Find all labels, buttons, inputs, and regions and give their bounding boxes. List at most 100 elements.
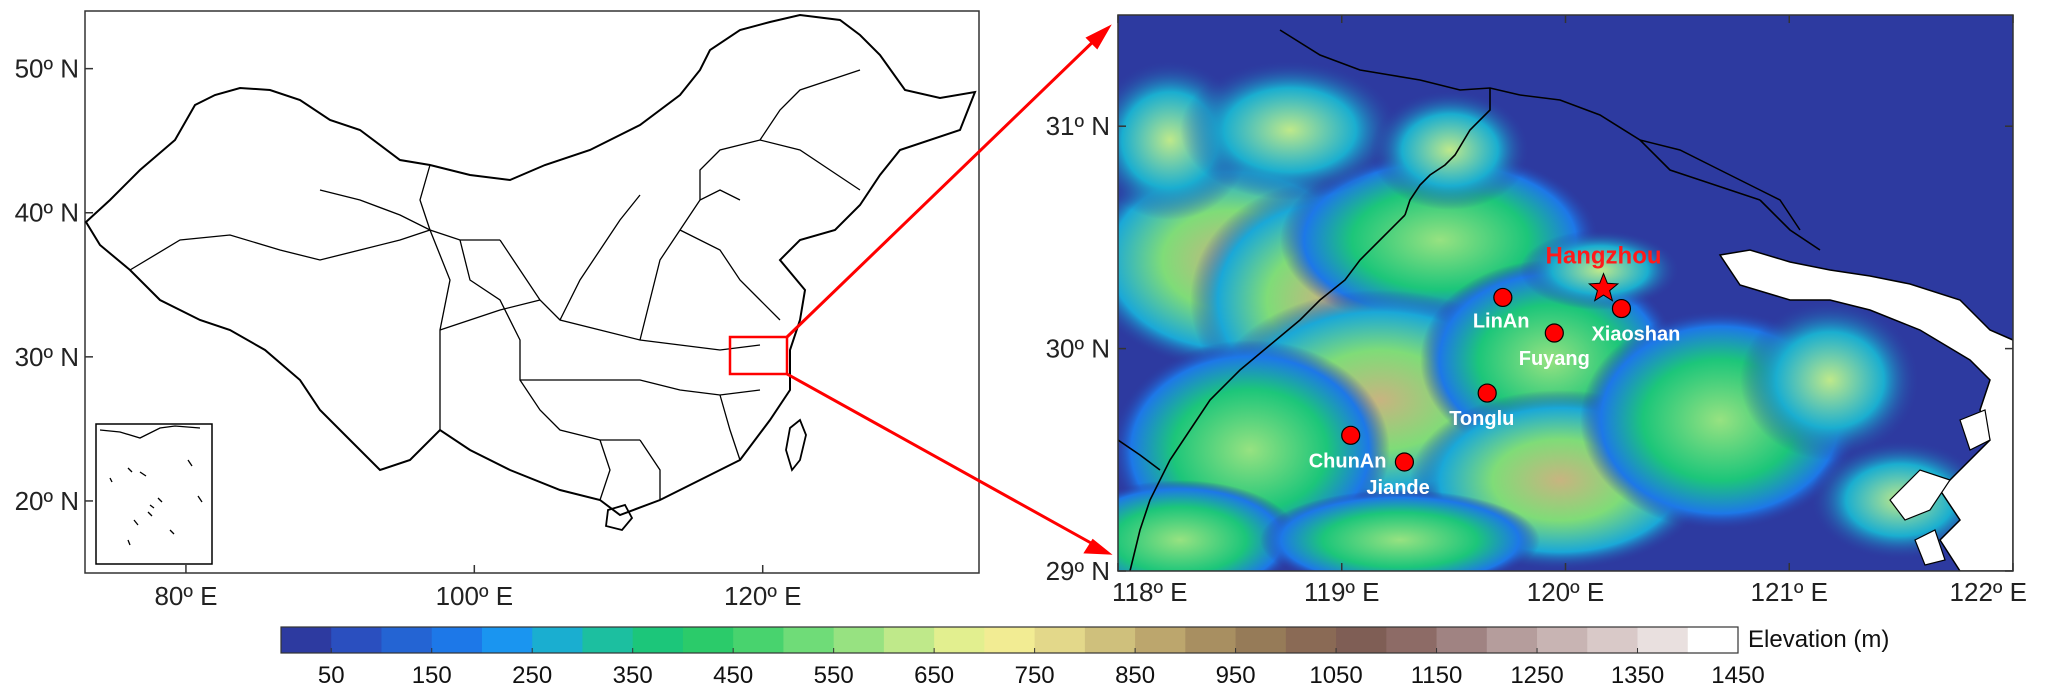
zoom-arrow-bottom — [786, 372, 1101, 550]
colorbar-swatch — [281, 627, 332, 653]
sea — [1718, 249, 2013, 571]
colorbar-tick-label: 650 — [914, 662, 954, 687]
colorbar-frame — [280, 626, 1739, 654]
zoom-arrowhead-bottom — [1083, 538, 1113, 555]
colorbar-swatch — [833, 627, 885, 653]
colorbar-swatch — [1034, 627, 1086, 653]
left-lon-tick-label: 100º E — [436, 581, 513, 611]
colorbar-swatch — [481, 627, 533, 653]
left-lon-tick-label: 120º E — [724, 581, 801, 611]
colorbar-swatch — [431, 627, 483, 653]
left-lon-tick-label: 80º E — [154, 581, 217, 611]
colorbar-swatch — [783, 627, 835, 653]
station-marker — [1611, 298, 1632, 319]
right-lon-tick-label: 120º E — [1527, 577, 1604, 607]
colorbar-tick-label: 50 — [318, 662, 345, 687]
left-map: 50º N 40º N 30º N 20º N 80º E 100º E 120º E — [15, 10, 980, 611]
left-map-frame — [84, 10, 980, 574]
taiwan-island — [785, 418, 807, 472]
colorbar-swatch — [582, 627, 634, 653]
colorbar-swatch — [532, 627, 583, 653]
elevation-raster — [1118, 15, 2013, 571]
north-coast — [1639, 139, 1801, 231]
colorbar-tick-label: 950 — [1216, 662, 1256, 687]
colorbar-swatch — [883, 627, 935, 653]
colorbar-swatch — [1587, 627, 1639, 653]
left-lat-tick-label: 40º N — [15, 198, 79, 228]
colorbar-swatch — [1084, 627, 1136, 653]
right-lat-tick-label: 31º N — [1046, 111, 1110, 141]
colorbar-tick-label: 250 — [512, 662, 552, 687]
colorbar-tick-label: 1450 — [1711, 662, 1764, 687]
china-outline — [84, 13, 977, 517]
south-china-sea-inset — [95, 423, 213, 565]
left-lat-tick-label: 30º N — [15, 342, 79, 372]
colorbar-swatch — [1285, 627, 1337, 653]
colorbar-swatch — [1336, 627, 1387, 653]
offshore-islands — [1889, 409, 1991, 566]
station-marker — [1394, 452, 1415, 472]
colorbar-tick-label: 450 — [713, 662, 753, 687]
station-label: ChunAn — [1309, 450, 1387, 472]
colorbar: 50 150 250 350 450 550 650 750 850 950 1050 1150 125… — [280, 626, 1765, 687]
right-lon-tick-label: 121º E — [1751, 577, 1828, 607]
province-boundaries — [1118, 29, 1821, 571]
colorbar-tick-label: 1250 — [1510, 662, 1563, 687]
colorbar-swatch — [1687, 627, 1739, 653]
colorbar-tick-label: 750 — [1015, 662, 1055, 687]
colorbar-swatch — [1185, 627, 1237, 653]
station-marker — [1477, 383, 1497, 403]
left-lat-tick-label: 20º N — [15, 486, 79, 516]
colorbar-swatch — [682, 627, 734, 653]
station-label: LinAn — [1473, 310, 1530, 332]
colorbar-swatch — [331, 627, 382, 653]
colorbar-tick-label: 1050 — [1309, 662, 1362, 687]
right-lon-tick-label: 122º E — [1950, 577, 2027, 607]
zoom-arrowhead-top — [1085, 24, 1112, 50]
colorbar-swatch — [1637, 627, 1689, 653]
capital-star-marker — [1588, 272, 1620, 302]
hainan-island — [605, 503, 634, 532]
station-label: Fuyang — [1519, 348, 1590, 370]
right-lon-tick-label: 118º E — [1112, 577, 1188, 607]
zoom-arrows — [785, 24, 1113, 555]
station-label: Jiande — [1366, 477, 1429, 499]
zoom-arrow-top — [785, 33, 1102, 339]
right-lat-tick-label: 30º N — [1046, 334, 1110, 364]
capital: Hangzhou — [1546, 243, 1662, 302]
right-lat-tick-label: 29º N — [1046, 556, 1110, 586]
inset-islands — [99, 425, 203, 546]
right-lon-tick-label: 119º E — [1304, 577, 1380, 607]
colorbar-tick-label: 550 — [814, 662, 854, 687]
capital-label: Hangzhou — [1546, 243, 1662, 270]
colorbar-swatch — [381, 627, 433, 653]
colorbar-swatch — [1386, 627, 1438, 653]
colorbar-swatch — [934, 627, 985, 653]
colorbar-tick-label: 1150 — [1411, 662, 1463, 687]
colorbar-swatch — [1537, 627, 1588, 653]
colorbar-tick-label: 150 — [412, 662, 452, 687]
station-marker — [1493, 287, 1513, 308]
colorbar-swatch — [1235, 627, 1287, 653]
province-borders — [129, 69, 861, 501]
colorbar-swatch — [1135, 627, 1186, 653]
station-marker — [1341, 425, 1361, 445]
study-area-box — [728, 335, 789, 376]
colorbar-tick-label: 1350 — [1611, 662, 1664, 687]
colorbar-tick-label: 350 — [613, 662, 653, 687]
colorbar-swatch — [733, 627, 784, 653]
station-label: Tonglu — [1449, 408, 1514, 430]
colorbar-swatch — [984, 627, 1036, 653]
colorbar-swatch — [1436, 627, 1488, 653]
colorbar-title: Elevation (m) — [1748, 626, 1889, 653]
colorbar-swatch — [1486, 627, 1538, 653]
left-lat-tick-label: 50º N — [15, 54, 79, 84]
left-axis-ticks: 50º N 40º N 30º N 20º N 80º E 100º E 120º E — [15, 54, 802, 611]
colorbar-tick-label: 850 — [1115, 662, 1155, 687]
station-label: Xiaoshan — [1591, 324, 1680, 346]
station-marker — [1544, 323, 1564, 343]
